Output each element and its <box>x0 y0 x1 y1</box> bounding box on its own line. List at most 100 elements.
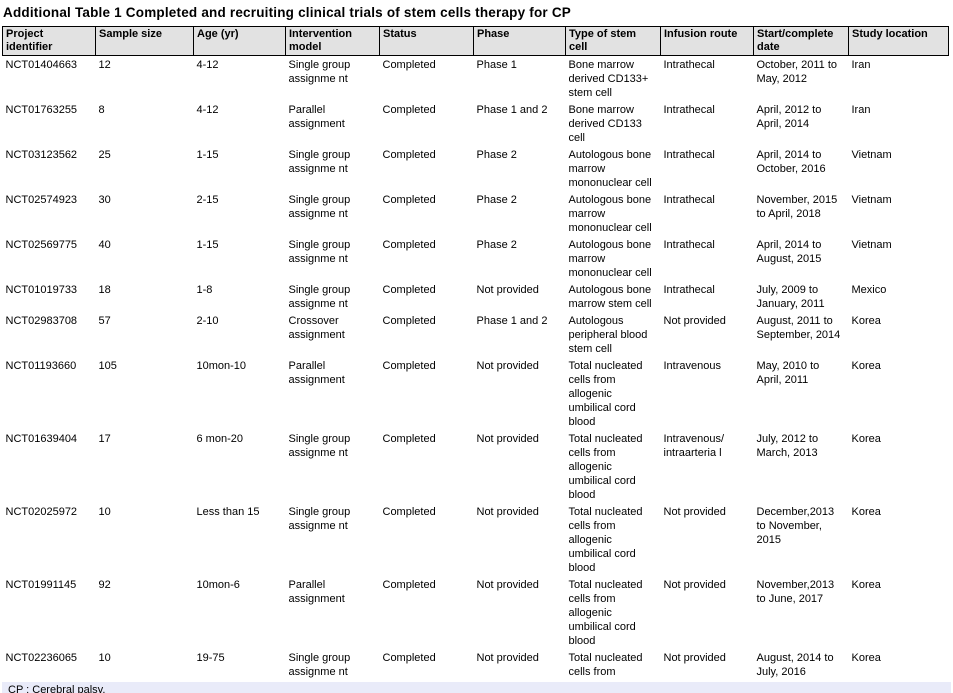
cell-intervention-model: Single group assignme nt <box>288 652 351 678</box>
cell-infusion-route: Not provided <box>663 506 726 518</box>
cell-phase: Phase 1 <box>476 59 517 71</box>
cell-age: 10mon-6 <box>196 579 240 591</box>
cell-sample-size: 17 <box>98 433 111 445</box>
cell-intervention-model: Single group assignme nt <box>288 239 351 265</box>
cell-date: November,2013 to June, 2017 <box>756 579 835 605</box>
cell-date: August, 2014 to July, 2016 <box>756 652 834 678</box>
cell-phase: Phase 2 <box>476 149 517 161</box>
cell-location: Korea <box>851 315 881 327</box>
cell-sample-size: 8 <box>98 104 105 116</box>
cell-phase: Phase 1 and 2 <box>476 104 548 116</box>
cell-status: Completed <box>382 433 436 445</box>
cell-date: April, 2014 to October, 2016 <box>756 149 826 175</box>
cell-location: Mexico <box>851 284 887 296</box>
cell-infusion-route: Not provided <box>663 579 726 591</box>
col-header-age: Age (yr) <box>193 26 286 56</box>
col-header-status: Status <box>379 26 474 56</box>
cell-project-identifier: NCT03123562 <box>5 149 78 161</box>
table-footnote: CP : Cerebral palsy. <box>2 682 951 693</box>
cell-date: October, 2011 to May, 2012 <box>756 59 838 85</box>
cell-phase: Phase 2 <box>476 194 517 206</box>
header-row: Project identifier Sample size Age (yr) … <box>2 26 949 56</box>
cell-location: Korea <box>851 360 881 372</box>
cell-status: Completed <box>382 506 436 518</box>
cell-sample-size: 10 <box>98 506 111 518</box>
cell-status: Completed <box>382 284 436 296</box>
table-row: NCT01639404 17 6 mon-20 Single group ass… <box>3 430 949 503</box>
table-row: NCT01991145 92 10mon-6 Parallel assignme… <box>3 576 949 649</box>
cell-stem-cell-type: Autologous bone marrow mononuclear cell <box>568 239 652 279</box>
table-row: NCT03123562 25 1-15 Single group assignm… <box>3 146 949 191</box>
cell-status: Completed <box>382 149 436 161</box>
cell-phase: Phase 1 and 2 <box>476 315 548 327</box>
cell-sample-size: 18 <box>98 284 111 296</box>
cell-stem-cell-type: Autologous peripheral blood stem cell <box>568 315 648 355</box>
cell-status: Completed <box>382 194 436 206</box>
cell-sample-size: 10 <box>98 652 111 664</box>
cell-sample-size: 12 <box>98 59 111 71</box>
cell-project-identifier: NCT01404663 <box>5 59 78 71</box>
cell-location: Vietnam <box>851 239 892 251</box>
cell-intervention-model: Single group assignme nt <box>288 59 351 85</box>
cell-status: Completed <box>382 652 436 664</box>
cell-infusion-route: Intrathecal <box>663 149 715 161</box>
cell-sample-size: 57 <box>98 315 111 327</box>
cell-date: November, 2015 to April, 2018 <box>756 194 838 220</box>
cell-infusion-route: Intravenous <box>663 360 721 372</box>
cell-project-identifier: NCT01019733 <box>5 284 78 296</box>
cell-intervention-model: Single group assignme nt <box>288 194 351 220</box>
cell-age: 1-15 <box>196 149 219 161</box>
cell-location: Vietnam <box>851 149 892 161</box>
cell-infusion-route: Intrathecal <box>663 194 715 206</box>
cell-stem-cell-type: Bone marrow derived CD133+ stem cell <box>568 59 649 99</box>
table-row: NCT02983708 57 2-10 Crossover assignment… <box>3 312 949 357</box>
cell-project-identifier: NCT02025972 <box>5 506 78 518</box>
cell-intervention-model: Parallel assignment <box>288 104 345 130</box>
cell-age: 4-12 <box>196 104 219 116</box>
cell-project-identifier: NCT01193660 <box>5 360 77 372</box>
cell-status: Completed <box>382 239 436 251</box>
cell-stem-cell-type: Autologous bone marrow mononuclear cell <box>568 194 652 234</box>
cell-date: April, 2014 to August, 2015 <box>756 239 822 265</box>
cell-project-identifier: NCT02569775 <box>5 239 78 251</box>
cell-project-identifier: NCT01639404 <box>5 433 78 445</box>
cell-intervention-model: Parallel assignment <box>288 579 345 605</box>
cell-phase: Phase 2 <box>476 239 517 251</box>
cell-location: Korea <box>851 433 881 445</box>
cell-stem-cell-type: Autologous bone marrow stem cell <box>568 284 652 310</box>
cell-project-identifier: NCT02983708 <box>5 315 78 327</box>
cell-stem-cell-type: Total nucleated cells from allogenic umb… <box>568 506 643 574</box>
cell-intervention-model: Single group assignme nt <box>288 433 351 459</box>
cell-status: Completed <box>382 579 436 591</box>
col-header-start-complete-date: Start/complete date <box>753 26 849 56</box>
cell-infusion-route: Intrathecal <box>663 284 715 296</box>
cell-date: April, 2012 to April, 2014 <box>756 104 822 130</box>
cell-age: 4-12 <box>196 59 219 71</box>
col-header-project-identifier: Project identifier <box>2 26 96 56</box>
cell-location: Iran <box>851 104 871 116</box>
cell-sample-size: 30 <box>98 194 111 206</box>
cell-infusion-route: Intravenous/ intraarteria l <box>663 433 725 459</box>
cell-location: Korea <box>851 579 881 591</box>
cell-project-identifier: NCT02574923 <box>5 194 78 206</box>
cell-project-identifier: NCT01763255 <box>5 104 78 116</box>
cell-sample-size: 105 <box>98 360 117 372</box>
cell-intervention-model: Crossover assignment <box>288 315 345 341</box>
cell-intervention-model: Single group assignme nt <box>288 284 351 310</box>
cell-date: December,2013 to November, 2015 <box>756 506 835 546</box>
cell-location: Iran <box>851 59 871 71</box>
table-row: NCT02574923 30 2-15 Single group assignm… <box>3 191 949 236</box>
table-row: NCT01019733 18 1-8 Single group assignme… <box>3 281 949 312</box>
cell-age: 1-8 <box>196 284 213 296</box>
col-header-infusion-route: Infusion route <box>660 26 754 56</box>
cell-age: 1-15 <box>196 239 219 251</box>
cell-age: 2-15 <box>196 194 219 206</box>
cell-sample-size: 40 <box>98 239 111 251</box>
cell-age: 19-75 <box>196 652 225 664</box>
cell-stem-cell-type: Bone marrow derived CD133 cell <box>568 104 642 144</box>
cell-intervention-model: Single group assignme nt <box>288 149 351 175</box>
cell-age: 10mon-10 <box>196 360 247 372</box>
cell-date: May, 2010 to April, 2011 <box>756 360 820 386</box>
cell-stem-cell-type: Total nucleated cells from allogenic umb… <box>568 360 643 428</box>
